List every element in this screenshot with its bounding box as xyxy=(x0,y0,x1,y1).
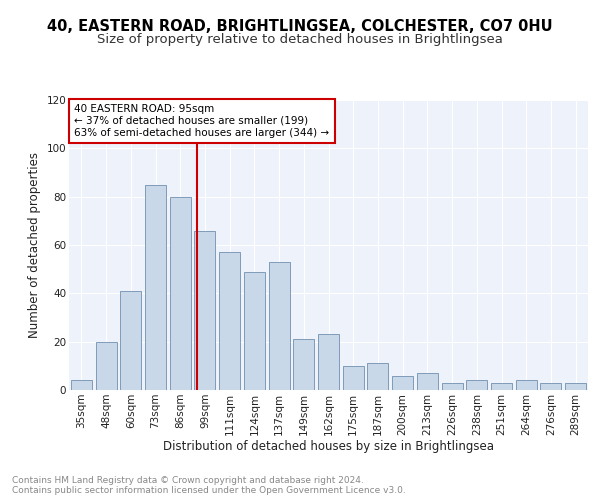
Bar xyxy=(367,364,388,390)
Bar xyxy=(565,383,586,390)
Bar xyxy=(170,196,191,390)
Bar xyxy=(516,380,537,390)
Bar xyxy=(219,252,240,390)
Bar xyxy=(442,383,463,390)
Bar xyxy=(466,380,487,390)
Bar xyxy=(120,291,141,390)
Bar xyxy=(244,272,265,390)
Bar xyxy=(318,334,339,390)
Bar xyxy=(541,383,562,390)
Y-axis label: Number of detached properties: Number of detached properties xyxy=(28,152,41,338)
Bar xyxy=(392,376,413,390)
Bar xyxy=(343,366,364,390)
Bar xyxy=(71,380,92,390)
Text: 40 EASTERN ROAD: 95sqm
← 37% of detached houses are smaller (199)
63% of semi-de: 40 EASTERN ROAD: 95sqm ← 37% of detached… xyxy=(74,104,329,138)
Bar xyxy=(145,184,166,390)
Text: Contains HM Land Registry data © Crown copyright and database right 2024.
Contai: Contains HM Land Registry data © Crown c… xyxy=(12,476,406,495)
Bar xyxy=(95,342,116,390)
Text: 40, EASTERN ROAD, BRIGHTLINGSEA, COLCHESTER, CO7 0HU: 40, EASTERN ROAD, BRIGHTLINGSEA, COLCHES… xyxy=(47,19,553,34)
Bar xyxy=(293,339,314,390)
Bar xyxy=(194,230,215,390)
Bar xyxy=(417,373,438,390)
Bar xyxy=(269,262,290,390)
X-axis label: Distribution of detached houses by size in Brightlingsea: Distribution of detached houses by size … xyxy=(163,440,494,454)
Text: Size of property relative to detached houses in Brightlingsea: Size of property relative to detached ho… xyxy=(97,32,503,46)
Bar xyxy=(491,383,512,390)
